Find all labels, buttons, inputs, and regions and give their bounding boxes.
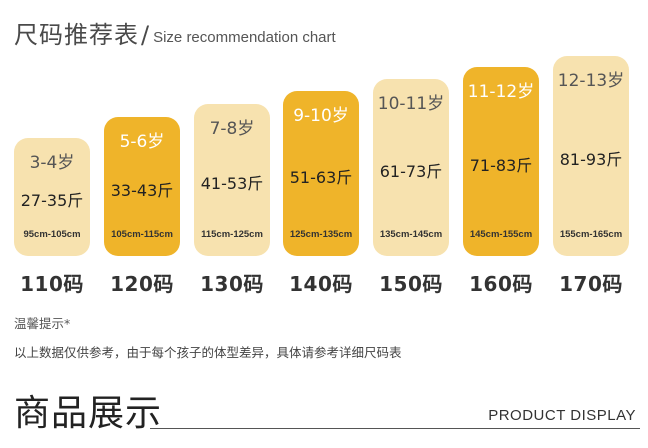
card-height: 115cm-125cm — [201, 229, 263, 240]
size-label-110: 110码 — [20, 272, 84, 296]
size-card-120: 5-6岁 33-43斤 105cm-115cm — [104, 117, 180, 256]
section-subtitle: PRODUCT DISPLAY — [488, 407, 636, 424]
chart-subtitle: Size recommendation chart — [153, 29, 336, 46]
title-slash: / — [141, 21, 150, 49]
card-weight: 27-35斤 — [20, 191, 84, 210]
size-labels: 110码 120码 130码 140码 150码 160码 170码 — [0, 268, 648, 300]
size-card-140: 9-10岁 51-63斤 125cm-135cm — [283, 91, 359, 256]
size-label-170: 170码 — [559, 272, 623, 296]
card-age: 3-4岁 — [29, 153, 75, 173]
size-card-130: 7-8岁 41-53斤 115cm-125cm — [194, 104, 270, 256]
size-card-160: 11-12岁 71-83斤 145cm-155cm — [463, 67, 539, 256]
card-weight: 33-43斤 — [110, 181, 174, 200]
chart-title: 尺码推荐表 — [14, 21, 139, 49]
size-label-160: 160码 — [469, 272, 533, 296]
card-age: 9-10岁 — [293, 106, 349, 126]
card-weight: 41-53斤 — [200, 174, 264, 193]
tips-title: 温馨提示* — [14, 316, 71, 331]
card-age: 11-12岁 — [467, 82, 535, 102]
card-weight: 81-93斤 — [559, 150, 623, 169]
size-label-150: 150码 — [379, 272, 443, 296]
size-card-110: 3-4岁 27-35斤 95cm-105cm — [14, 138, 90, 256]
card-height: 135cm-145cm — [379, 229, 443, 240]
size-card-150: 10-11岁 61-73斤 135cm-145cm — [373, 79, 449, 256]
card-height: 155cm-165cm — [559, 229, 623, 240]
card-weight: 61-73斤 — [379, 162, 443, 181]
card-height: 125cm-135cm — [289, 229, 353, 240]
tips-text: 以上数据仅供参考，由于每个孩子的体型差异，具体请参考详细尺码表 — [14, 345, 402, 360]
card-age: 10-11岁 — [377, 94, 445, 114]
size-card-170: 12-13岁 81-93斤 155cm-165cm — [553, 56, 629, 256]
card-height: 95cm-105cm — [23, 229, 81, 240]
card-age: 7-8岁 — [209, 119, 255, 139]
chart-header: 尺码推荐表 / Size recommendation chart — [14, 16, 336, 50]
size-label-120: 120码 — [110, 272, 174, 296]
card-age: 12-13岁 — [557, 71, 625, 91]
card-height: 145cm-155cm — [469, 229, 533, 240]
size-label-140: 140码 — [289, 272, 353, 296]
card-height: 105cm-115cm — [111, 229, 173, 240]
size-label-130: 130码 — [200, 272, 264, 296]
section-divider — [150, 428, 640, 429]
section-title: 商品展示 — [14, 393, 163, 434]
card-weight: 71-83斤 — [469, 156, 533, 175]
card-age: 5-6岁 — [119, 132, 165, 152]
card-weight: 51-63斤 — [289, 168, 353, 187]
size-cards: 3-4岁 27-35斤 95cm-105cm 5-6岁 33-43斤 105cm… — [14, 56, 629, 256]
